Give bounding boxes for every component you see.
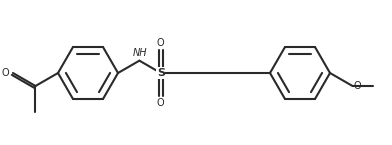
Text: O: O	[157, 38, 165, 48]
Text: O: O	[354, 81, 361, 91]
Text: O: O	[1, 68, 9, 78]
Text: NH: NH	[132, 48, 147, 58]
Text: O: O	[157, 98, 165, 108]
Text: S: S	[157, 68, 165, 78]
